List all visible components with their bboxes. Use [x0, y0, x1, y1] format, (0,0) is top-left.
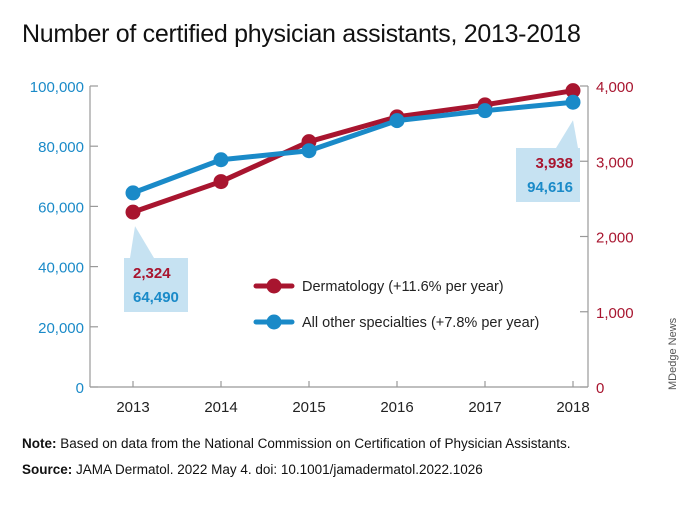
series-line-0 [130, 88, 576, 215]
x-tick-label: 2013 [116, 399, 149, 416]
legend-swatch-marker [266, 278, 282, 294]
legend: Dermatology (+11.6% per year) All other s… [253, 278, 539, 331]
data-point-1 [565, 94, 581, 110]
data-point-0 [125, 204, 141, 220]
y-right-tick-label: 3,000 [596, 154, 634, 171]
callout-other-value: 64,490 [133, 289, 179, 306]
axes: 0 20,000 40,000 60,000 80,000 100,000 0 1,000 2,… [30, 79, 634, 416]
x-tick-label: 2016 [380, 399, 413, 416]
legend-label: All other specialties (+7.8% per year) [302, 315, 539, 331]
data-point-0 [565, 83, 581, 99]
y-left-tick-label: 100,000 [30, 79, 84, 96]
callout-box [516, 148, 580, 202]
x-tick-label: 2017 [468, 399, 501, 416]
callout-box [124, 258, 188, 312]
y-left-tick-label: 40,000 [38, 260, 84, 277]
data-point-1 [389, 113, 405, 129]
x-tick-label: 2014 [204, 399, 237, 416]
callout-pointer [556, 120, 578, 148]
footnote: Note: Based on data from the National Co… [22, 436, 571, 451]
source-line: Source: JAMA Dermatol. 2022 May 4. doi: … [22, 462, 483, 477]
callouts: 2,324 64,490 3,938 94,616 [124, 120, 580, 312]
y-right-tick-label: 2,000 [596, 230, 634, 247]
y-left-tick-label: 20,000 [38, 320, 84, 337]
series-line-1 [130, 99, 576, 196]
source-label: Source: [22, 462, 73, 477]
data-point-1 [301, 143, 317, 159]
data-point-1 [213, 152, 229, 168]
callout-pointer [130, 226, 154, 258]
callout-derm-value: 3,938 [535, 155, 573, 172]
y-left-tick-label: 80,000 [38, 139, 84, 156]
data-point-0 [213, 174, 229, 190]
y-right-tick-label: 0 [596, 380, 604, 397]
y-right-tick-label: 1,000 [596, 305, 634, 322]
note-text: Based on data from the National Commissi… [56, 436, 571, 451]
x-tick-label: 2015 [292, 399, 325, 416]
chart-title: Number of certified physician assistants… [22, 20, 581, 48]
x-tick-label: 2018 [556, 399, 589, 416]
callout-other-value: 94,616 [527, 179, 573, 196]
note-label: Note: [22, 436, 57, 451]
data-point-1 [125, 185, 141, 201]
y-left-tick-label: 60,000 [38, 199, 84, 216]
legend-swatch-marker [266, 314, 282, 330]
credit-text: MDedge News [667, 317, 679, 390]
callout-derm-value: 2,324 [133, 265, 171, 282]
y-left-tick-label: 0 [76, 380, 84, 397]
source-text: JAMA Dermatol. 2022 May 4. doi: 10.1001/… [72, 462, 483, 477]
y-right-tick-label: 4,000 [596, 79, 634, 96]
data-point-1 [477, 103, 493, 119]
legend-label: Dermatology (+11.6% per year) [302, 279, 504, 295]
series-lines [125, 83, 581, 220]
